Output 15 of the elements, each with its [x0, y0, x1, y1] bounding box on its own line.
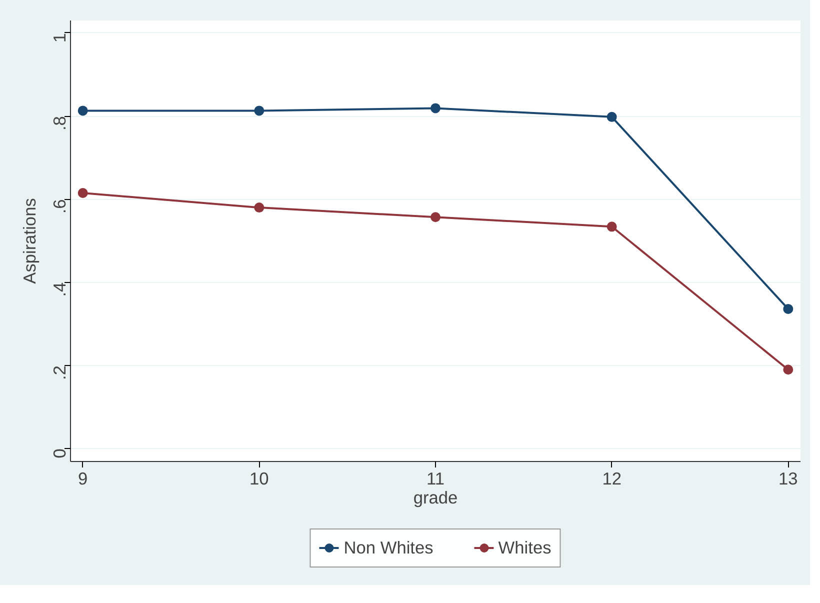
- y-tick-label: 0: [50, 448, 70, 458]
- x-tick-label: 13: [778, 468, 798, 488]
- y-axis-title: Aspirations: [20, 198, 40, 284]
- x-tick-label: 9: [78, 468, 88, 488]
- legend-label: Non Whites: [344, 537, 434, 558]
- y-tick-label: .4: [50, 282, 70, 297]
- x-tick-label: 11: [426, 468, 445, 488]
- y-tick-label: .2: [50, 365, 70, 380]
- legend-label: Whites: [498, 537, 552, 558]
- x-tick-label: 10: [250, 468, 269, 488]
- y-tick-label: .6: [50, 199, 70, 214]
- x-tick-label: 12: [602, 468, 622, 488]
- x-axis-title: grade: [413, 488, 458, 508]
- y-tick-label: .8: [50, 116, 70, 131]
- y-tick-label: 1: [50, 32, 70, 43]
